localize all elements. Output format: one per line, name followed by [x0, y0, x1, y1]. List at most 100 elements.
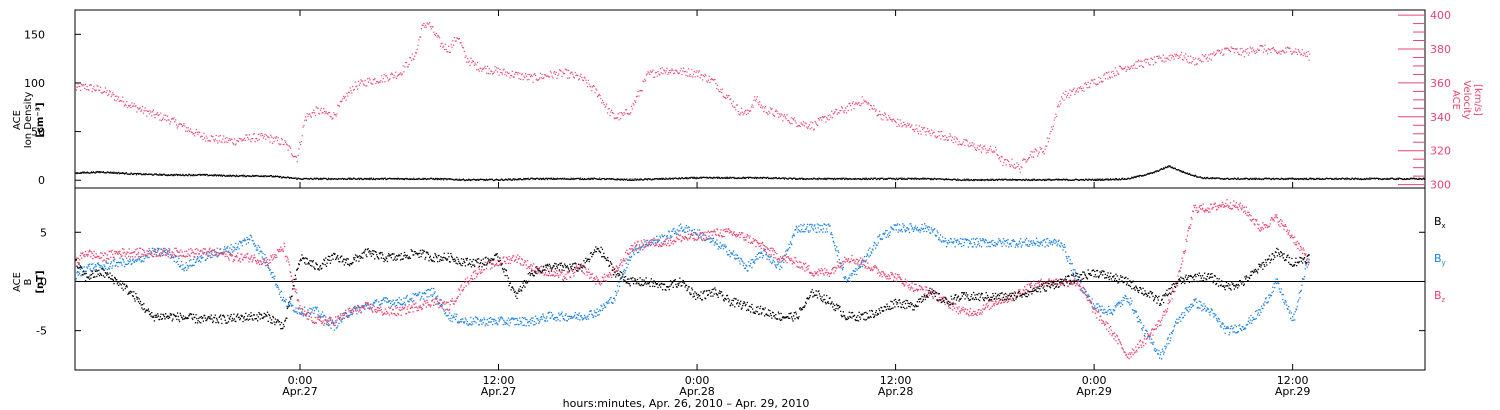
density-series-point [276, 175, 278, 178]
by-series-point [519, 320, 522, 322]
density-series-point [109, 172, 111, 174]
velocity-series-point [1204, 55, 1206, 58]
density-series-point [828, 178, 830, 180]
by-series-point [411, 297, 413, 300]
density-series-point [369, 178, 371, 181]
by-series-point [268, 269, 271, 271]
velocity-series-point [678, 72, 681, 74]
velocity-series-point [1037, 153, 1040, 155]
by-series-point [76, 270, 79, 273]
by-series-point [352, 307, 355, 309]
velocity-series-point [462, 46, 464, 49]
density-series-point [235, 176, 237, 178]
density-series-point [724, 177, 727, 180]
density-series-point [883, 178, 885, 180]
by-series-point [440, 298, 442, 301]
density-series-point [1374, 177, 1376, 179]
density-series-point [921, 178, 923, 180]
velocity-series-point [328, 111, 330, 114]
by-series-point [938, 237, 940, 239]
velocity-series-point [374, 78, 376, 80]
density-series-point [317, 178, 320, 181]
by-series-point [765, 253, 768, 255]
density-series-point [360, 177, 362, 179]
density-series-point [200, 174, 202, 177]
by-series-point [945, 245, 948, 248]
density-series-point [1009, 178, 1011, 180]
by-series-point [565, 313, 567, 315]
by-series-point [249, 239, 251, 241]
velocity-series-point [1005, 164, 1007, 166]
velocity-series-point [130, 106, 132, 109]
velocity-series-point [881, 113, 883, 116]
velocity-series-point [264, 133, 266, 135]
velocity-series-point [635, 101, 637, 103]
density-series-point [687, 177, 689, 179]
density-series-point [781, 177, 783, 179]
by-series-point [183, 269, 185, 272]
by-series-point [177, 263, 179, 266]
density-series-point [743, 177, 745, 179]
by-series-point [837, 250, 839, 252]
velocity-series-point [258, 138, 260, 141]
velocity-series-point [986, 149, 988, 152]
density-series-point [747, 176, 749, 178]
velocity-series-point [1106, 72, 1108, 74]
by-series-point [824, 223, 826, 226]
by-series-point [622, 272, 624, 275]
by-series-point [270, 273, 272, 275]
by-series-point [794, 229, 796, 231]
velocity-series-point [864, 100, 866, 103]
by-series-point [362, 306, 364, 309]
by-series-point [507, 317, 510, 319]
density-series-point [675, 178, 678, 180]
by-series-point [948, 241, 950, 244]
by-series-point [929, 232, 931, 234]
density-series-point [395, 178, 397, 180]
density-series-point [1252, 178, 1255, 180]
velocity-series-point [305, 119, 307, 121]
x-tick-label-time: 12:00 [1277, 374, 1309, 387]
by-series-point [346, 315, 348, 318]
by-series-point [499, 317, 502, 319]
velocity-axis-title-line3: [km/s] [1472, 84, 1483, 116]
by-series-point [836, 246, 838, 248]
density-series-point [370, 177, 372, 179]
velocity-series-point [1087, 81, 1089, 83]
density-series-point [1061, 178, 1063, 181]
velocity-series-point [605, 105, 607, 107]
density-series-point [949, 179, 951, 181]
velocity-series-point [323, 110, 326, 113]
velocity-series-point [934, 135, 936, 137]
by-series-point [928, 229, 930, 231]
velocity-series-point [1113, 72, 1115, 75]
velocity-series-point [1243, 56, 1246, 58]
by-series-point [464, 317, 467, 319]
density-series-point [824, 177, 826, 179]
density-series-point [647, 178, 649, 180]
velocity-series-point [379, 81, 381, 84]
by-series-point [656, 241, 658, 244]
density-series-point [423, 178, 425, 181]
by-series-point [127, 262, 130, 265]
density-series-point [572, 177, 574, 179]
density-series-point [269, 175, 271, 177]
density-series-point [928, 177, 930, 180]
by-series-point [360, 306, 362, 309]
by-series-point [846, 279, 848, 281]
density-series-point [1241, 178, 1243, 180]
density-series-point [673, 177, 676, 180]
by-series-point [610, 296, 612, 299]
density-series-point [1023, 179, 1026, 182]
velocity-series-point [1134, 67, 1136, 69]
density-series-point [739, 177, 741, 179]
density-series-point [705, 177, 707, 179]
density-series-point [340, 178, 342, 180]
velocity-series-point [825, 121, 827, 123]
by-series-point [337, 325, 339, 327]
density-series-point [1001, 178, 1003, 180]
velocity-series-point [737, 110, 739, 113]
velocity-series-point [357, 88, 359, 90]
density-series-point [190, 175, 192, 177]
velocity-series-point [141, 109, 143, 111]
